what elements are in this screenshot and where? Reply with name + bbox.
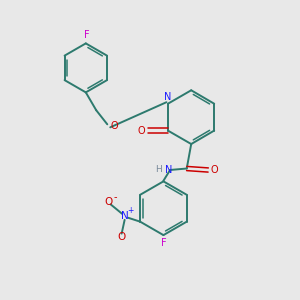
Text: N: N	[121, 211, 128, 221]
Text: F: F	[160, 238, 166, 248]
Text: O: O	[211, 165, 219, 175]
Text: O: O	[137, 126, 145, 136]
Text: O: O	[118, 232, 126, 242]
Text: +: +	[127, 206, 133, 215]
Text: H: H	[155, 165, 162, 174]
Text: O: O	[104, 197, 112, 207]
Text: F: F	[85, 30, 90, 40]
Text: N: N	[164, 165, 172, 175]
Text: N: N	[164, 92, 171, 102]
Text: -: -	[113, 192, 116, 202]
Text: O: O	[110, 121, 118, 131]
